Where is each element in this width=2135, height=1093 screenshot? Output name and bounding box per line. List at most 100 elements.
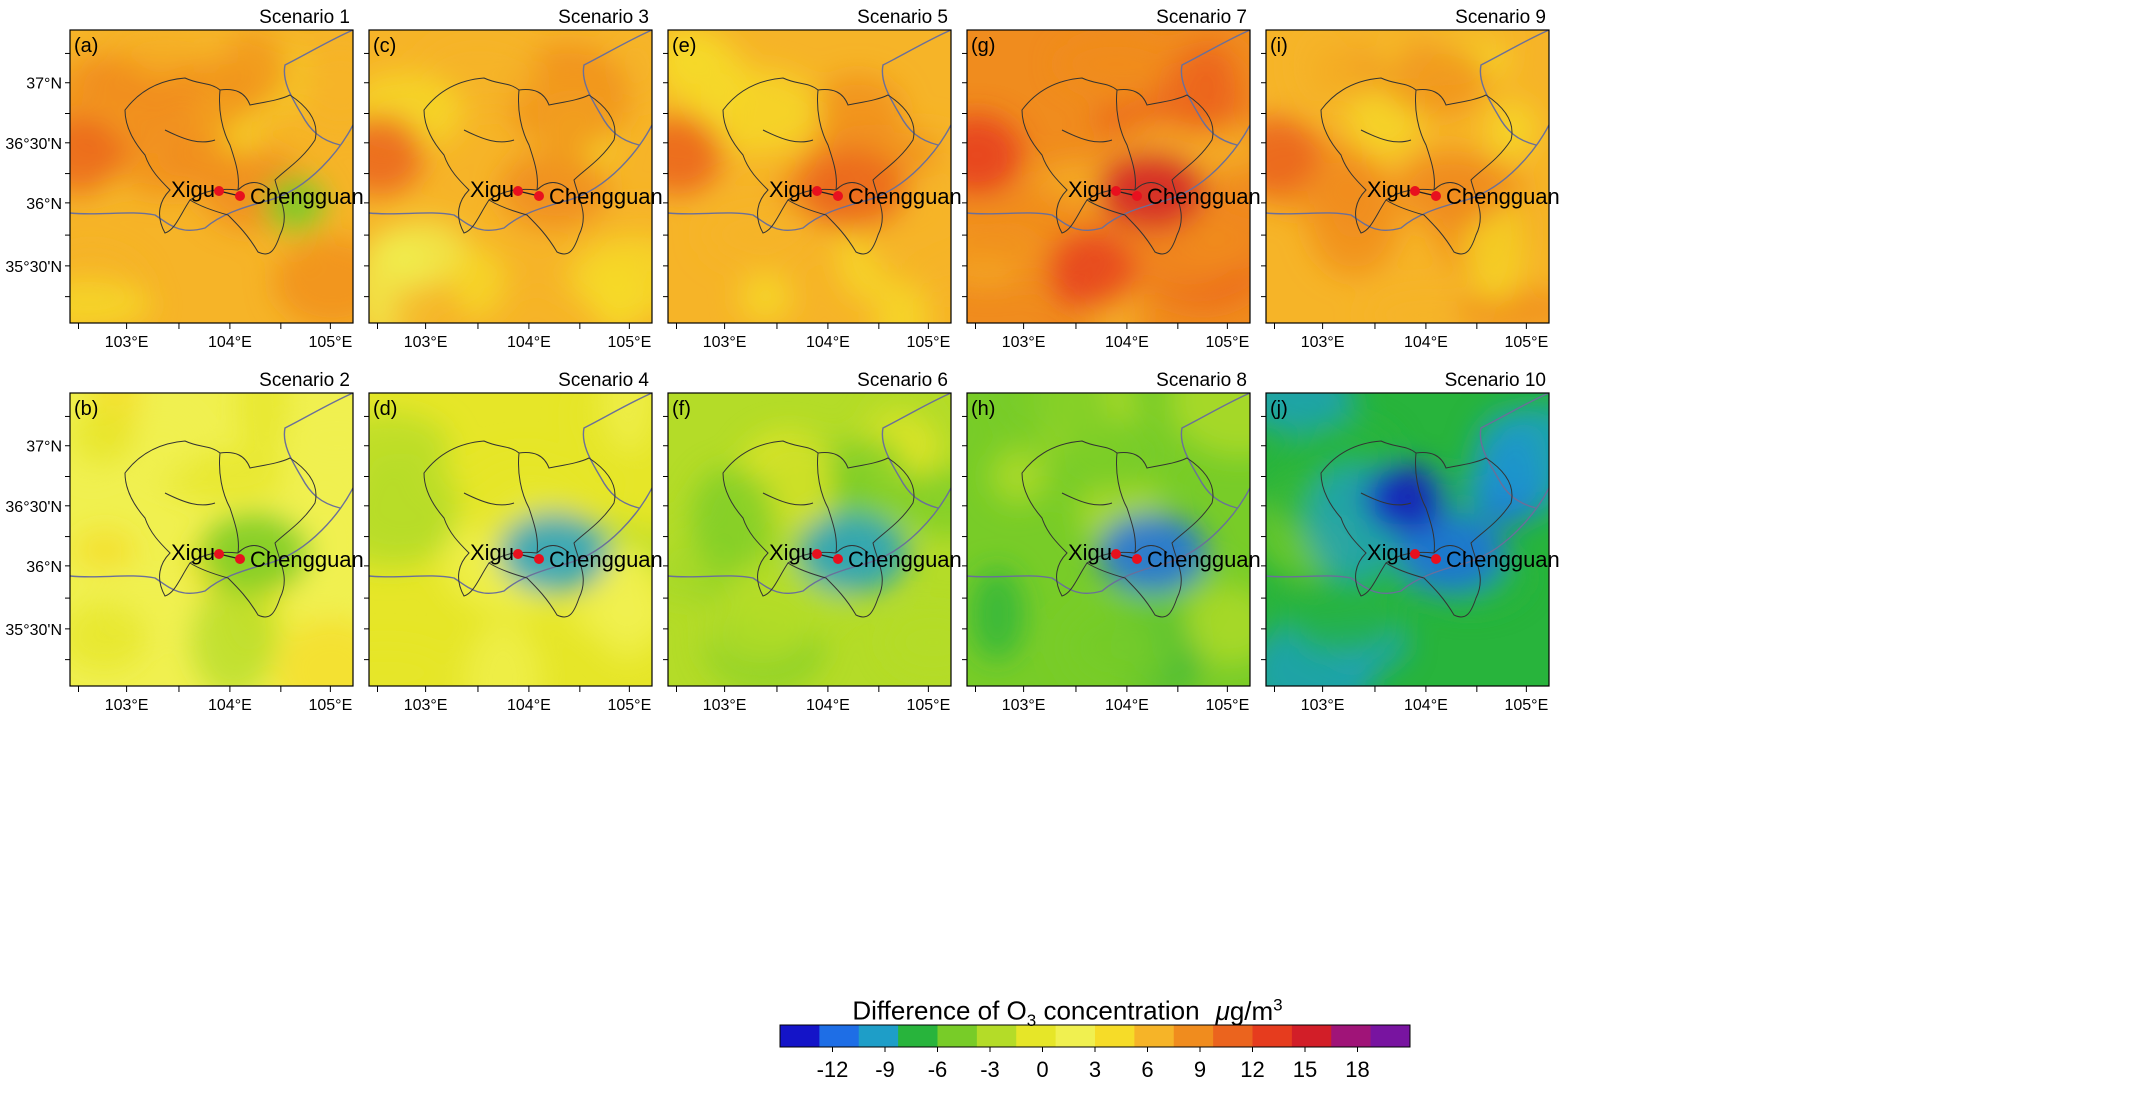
admin-boundaries	[668, 30, 951, 255]
colorbar-tick-label: 12	[1240, 1057, 1264, 1082]
city-boundary	[1021, 77, 1214, 255]
colorbar: -12 -9 -6 -3 0 3 6 9 12 15 18	[779, 1024, 1411, 1082]
district-boundary	[1360, 492, 1412, 506]
lat-tick-label: 37°N	[26, 76, 62, 93]
xigu-label: Xigu	[1367, 177, 1411, 202]
lat-tick-label: 37°N	[26, 439, 62, 456]
colorbar-swatch	[1252, 1025, 1293, 1047]
panels-layer: 103°E 104°E 105°E 37°N 36°30'N 36°N 35°30'N Sce…	[5, 7, 1560, 714]
panel-frame	[667, 29, 952, 324]
map-panel: 103°E 104°E 105°E Scenario 6 (f) Xigu Chenggua…	[663, 370, 962, 714]
chengguan-label: Chengguan	[549, 547, 663, 572]
province-boundary	[70, 124, 353, 232]
district-boundary	[835, 545, 869, 554]
district-boundary	[237, 545, 271, 554]
province-boundary	[1266, 124, 1549, 232]
district-boundary	[1360, 129, 1412, 143]
panel-title: Scenario 10	[1445, 370, 1546, 391]
map-panel: 103°E 104°E 105°E Scenario 7 (g) Xigu Chenggua…	[962, 7, 1261, 351]
colorbar-tick-label: -9	[875, 1057, 895, 1082]
lon-tick-label: 104°E	[806, 697, 850, 714]
colorbar-swatch	[1016, 1025, 1057, 1047]
colorbar-swatch	[780, 1025, 820, 1047]
lon-tick-label: 104°E	[208, 334, 252, 351]
district-boundary	[488, 188, 538, 201]
district-boundary	[817, 452, 837, 554]
panel-frame	[69, 392, 354, 687]
district-boundary	[1415, 452, 1435, 554]
district-boundary	[1086, 551, 1136, 564]
panel-letter: (g)	[971, 35, 995, 57]
axis-ticks	[65, 415, 331, 692]
panel-title: Scenario 6	[857, 370, 948, 391]
axis-ticks	[663, 415, 929, 692]
chengguan-label: Chengguan	[848, 184, 962, 209]
district-boundary	[237, 182, 271, 191]
city-boundary	[1021, 440, 1214, 618]
colorbar-swatch	[1291, 1025, 1332, 1047]
lon-tick-label: 103°E	[105, 697, 149, 714]
colorbar-title-subscript: 3	[1026, 1010, 1037, 1030]
province-boundary	[369, 487, 652, 595]
lon-tick-label: 105°E	[308, 334, 352, 351]
xigu-marker	[513, 549, 523, 559]
admin-boundaries	[668, 393, 951, 618]
lon-tick-label: 105°E	[1205, 334, 1249, 351]
o3-difference-field	[70, 30, 353, 323]
province-boundary	[967, 124, 1250, 232]
xigu-marker	[812, 186, 822, 196]
lon-tick-label: 104°E	[507, 697, 551, 714]
province-boundary	[369, 124, 652, 232]
colorbar-swatch	[1095, 1025, 1135, 1047]
xigu-label: Xigu	[769, 177, 813, 202]
district-boundary	[1134, 182, 1168, 191]
lon-tick-label: 104°E	[1105, 334, 1149, 351]
panel-frame	[966, 29, 1251, 324]
chengguan-label: Chengguan	[1446, 547, 1560, 572]
admin-boundaries	[1266, 30, 1549, 255]
chengguan-marker	[1132, 554, 1142, 564]
colorbar-tick-label: 15	[1293, 1057, 1317, 1082]
colorbar-tick-label: 0	[1036, 1057, 1048, 1082]
district-boundary	[817, 89, 837, 191]
colorbar-tick-label: -12	[817, 1057, 849, 1082]
xigu-marker	[214, 186, 224, 196]
xigu-label: Xigu	[1068, 540, 1112, 565]
colorbar-swatch	[976, 1025, 1017, 1047]
district-boundary	[189, 551, 239, 564]
panel-title: Scenario 8	[1156, 370, 1247, 391]
chengguan-marker	[534, 191, 544, 201]
colorbar-swatch	[1331, 1025, 1372, 1047]
colorbar-swatch	[1173, 1025, 1214, 1047]
admin-boundaries	[70, 393, 353, 618]
panel-letter: (i)	[1270, 35, 1288, 57]
xigu-label: Xigu	[470, 540, 514, 565]
xigu-label: Xigu	[1367, 540, 1411, 565]
district-boundary	[1086, 188, 1136, 201]
city-boundary	[1320, 77, 1513, 255]
province-boundary	[668, 124, 951, 232]
map-panel: 103°E 104°E 105°E Scenario 4 (d) Xigu Chenggua…	[364, 370, 663, 714]
chengguan-marker	[534, 554, 544, 564]
axis-ticks	[962, 52, 1228, 329]
chengguan-marker	[235, 554, 245, 564]
district-boundary	[1116, 89, 1136, 191]
panel-letter: (f)	[672, 398, 691, 420]
admin-boundaries	[369, 393, 652, 618]
lon-tick-label: 103°E	[703, 334, 747, 351]
district-boundary	[463, 129, 515, 143]
district-boundary	[1116, 452, 1136, 554]
district-boundary	[518, 452, 538, 554]
lat-tick-label: 35°30'N	[5, 259, 62, 276]
district-boundary	[164, 129, 216, 143]
lat-tick-label: 36°N	[26, 559, 62, 576]
lon-tick-label: 103°E	[1301, 697, 1345, 714]
map-panel: 103°E 104°E 105°E Scenario 8 (h) Xigu Chenggua…	[962, 370, 1261, 714]
district-boundary	[1433, 545, 1467, 554]
axis-ticks	[364, 52, 630, 329]
colorbar-tick-label: 18	[1345, 1057, 1369, 1082]
lon-tick-label: 105°E	[906, 697, 950, 714]
district-boundary	[463, 492, 515, 506]
panel-title: Scenario 7	[1156, 7, 1247, 28]
